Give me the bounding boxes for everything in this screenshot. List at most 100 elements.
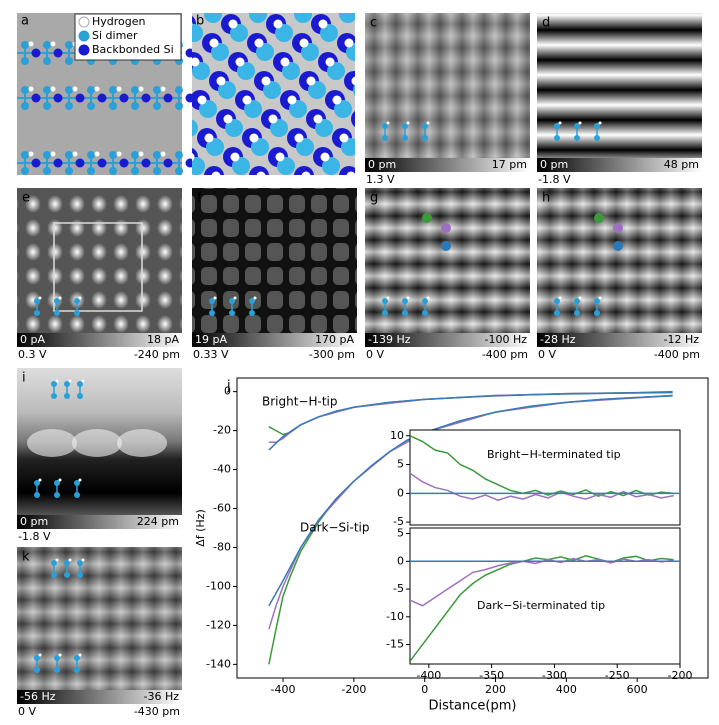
si-dimer <box>204 13 222 23</box>
backbonded-si <box>344 71 355 91</box>
tip-height: -400 pm <box>482 348 528 361</box>
hydrogen <box>344 38 354 48</box>
hydrogen <box>50 41 56 47</box>
backbonded-si <box>75 158 85 168</box>
legend-label: Si dimer <box>92 29 138 42</box>
bias: 0 V <box>538 348 556 361</box>
si-dimer <box>21 41 29 49</box>
si-dimer <box>192 157 205 175</box>
si-dimer <box>65 57 73 65</box>
si-dimer <box>341 138 355 156</box>
hydrogen <box>192 21 193 27</box>
si-dimer <box>218 81 236 99</box>
tip-height: -300 pm <box>309 348 355 361</box>
hydrogen <box>351 76 355 86</box>
backbonded-si <box>53 48 63 58</box>
hydrogen <box>50 86 56 92</box>
y-tick-label: -20 <box>213 424 231 437</box>
x-tick-label: 600 <box>627 683 648 696</box>
si-dimer <box>153 151 161 159</box>
si-dimer <box>322 157 340 175</box>
dimer-icon <box>64 572 70 578</box>
hydrogen <box>261 76 271 86</box>
tip-height: -240 pm <box>134 348 180 361</box>
hydrogen <box>320 152 330 162</box>
panel-image <box>537 188 702 333</box>
si-dimer <box>270 119 288 137</box>
backbonded-si <box>31 93 41 103</box>
si-dimer <box>211 43 229 61</box>
colorbar-max: 17 pm <box>492 158 527 171</box>
dimer-icon <box>382 310 388 316</box>
dimer-icon <box>78 653 82 657</box>
hydrogen <box>72 86 78 92</box>
colorbar <box>365 333 530 347</box>
si-dimer <box>65 41 73 49</box>
si-dimer <box>175 102 183 110</box>
si-dimer <box>225 119 243 137</box>
si-dimer <box>43 57 51 65</box>
dimer-icon <box>598 296 602 300</box>
bias: -1.8 V <box>538 173 571 186</box>
dimer-icon <box>422 298 428 304</box>
panel-label: f <box>197 191 202 206</box>
si-dimer <box>43 151 51 159</box>
hydrogen <box>306 76 316 86</box>
hydrogen <box>428 1 437 10</box>
si-dimer <box>175 167 183 175</box>
y-tick-label: 0 <box>397 554 404 567</box>
hydrogen <box>318 19 328 29</box>
dimer-icon <box>54 480 60 486</box>
hydrogen <box>28 86 34 92</box>
si-dimer <box>21 57 29 65</box>
hydrogen <box>248 1 257 10</box>
hydrogen <box>339 133 349 143</box>
si-dimer <box>282 62 300 80</box>
x-tick-label: -200 <box>341 683 366 696</box>
colorbar-max: -12 Hz <box>663 333 699 346</box>
dimer-icon <box>38 653 42 657</box>
si-dimer <box>308 81 326 99</box>
hydrogen <box>313 114 323 124</box>
dimer-icon <box>213 296 217 300</box>
dimer-icon <box>78 296 82 300</box>
si-dimer <box>43 102 51 110</box>
dimer-icon <box>249 298 255 304</box>
data-line <box>410 554 674 662</box>
hydrogen <box>94 151 100 157</box>
dimer-icon <box>598 121 602 125</box>
bias: 0.3 V <box>18 348 47 361</box>
colorbar-min: 0 pm <box>540 158 568 171</box>
hydrogen <box>197 95 207 105</box>
si-dimer <box>43 167 51 175</box>
hydrogen <box>94 86 100 92</box>
dimer-icon <box>249 310 255 316</box>
dimer-icon <box>38 296 42 300</box>
dimer-icon <box>81 379 85 383</box>
panel-image <box>192 188 357 333</box>
inset-annotation: Bright−H-terminated tip <box>487 448 621 461</box>
y-tick-label: -10 <box>386 610 404 623</box>
roi-box <box>53 222 143 312</box>
data-line <box>268 391 673 451</box>
dimer-icon <box>558 121 562 125</box>
si-dimer <box>192 24 203 42</box>
si-dimer <box>206 138 224 156</box>
x-axis-label: Distance(pm) <box>429 699 517 714</box>
x-tick-label: -200 <box>668 669 693 682</box>
hydrogen <box>338 1 347 10</box>
colorbar-min: 0 pm <box>368 158 396 171</box>
si-dimer <box>263 81 281 99</box>
dimer-icon <box>58 653 62 657</box>
hydrogen <box>383 1 392 10</box>
dimer-icon <box>406 296 410 300</box>
backbonded-si <box>31 158 41 168</box>
dimer-icon <box>74 480 80 486</box>
backbonded-si <box>163 158 173 168</box>
dimer-icon <box>51 381 57 387</box>
y-tick-label: -5 <box>393 582 404 595</box>
si-dimer <box>87 86 95 94</box>
marker <box>594 213 604 223</box>
y-tick-label: 0 <box>224 385 231 398</box>
